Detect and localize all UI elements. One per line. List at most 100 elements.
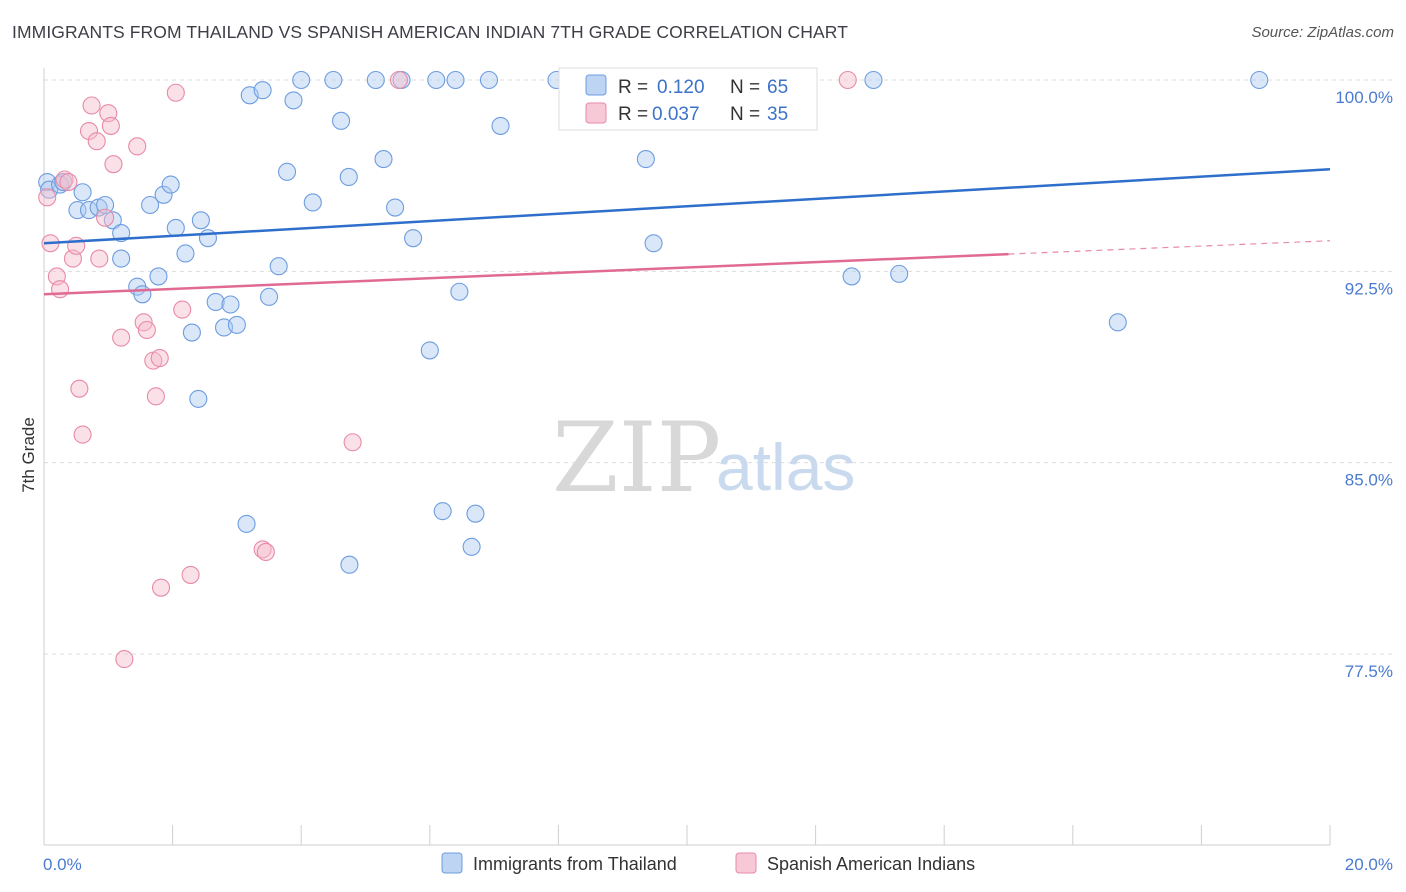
thailand-point-25 [221,295,240,314]
stats-legend: R = 0.120 N = 65 R = 0.037 N = 35 [558,67,818,131]
thailand-point-13 [133,285,152,304]
spanish-american-indians-point-34 [838,70,857,90]
legend-label-spanish-american-indians: Spanish American Indians [767,854,975,874]
thailand-point-16 [154,185,173,204]
thailand-trend-line [43,168,1331,245]
y-axis-label: 7th Grade [19,417,38,493]
source-label: Source: ZipAtlas.com [1251,24,1394,41]
spanish-american-indians-point-32 [343,433,362,452]
trend-lines [43,168,1331,296]
thailand-point-30 [269,257,288,276]
spanish-american-indians-point-22 [137,320,156,340]
legend-r-label-2: R = [618,104,648,125]
y-tick-label-0: 100.0% [1335,88,1393,107]
spanish-american-indians-trend-line-extension [1008,240,1331,255]
thailand-point-11 [112,249,131,268]
spanish-american-indians-point-24 [146,387,165,406]
legend-n-value-2: 35 [767,104,788,125]
spanish-american-indians-point-10 [79,121,99,141]
spanish-american-indians-point-29 [181,565,200,584]
thailand-point-20 [182,323,201,342]
x-tick-labels: 0.0% 20.0% [43,855,1393,874]
legend-swatch-thailand [585,74,607,96]
data-points [38,70,1269,669]
thailand-point-61 [340,555,359,574]
thailand-point-40 [386,198,405,217]
thailand-point-32 [284,91,303,110]
legend-n-label-2: N = [730,104,760,125]
thailand-point-45 [446,70,465,90]
thailand-point-48 [491,116,510,135]
spanish-american-indians-point-5 [59,172,78,192]
thailand-point-57 [1250,70,1269,90]
thailand-point-56 [1108,313,1127,332]
y-tick-label-2: 85.0% [1345,471,1393,490]
grid-lines [44,79,1396,655]
thailand-point-15 [149,267,168,286]
spanish-american-indians-point-14 [96,208,115,227]
thailand-point-19 [176,244,195,263]
y-tick-label-3: 77.5% [1345,662,1393,681]
thailand-point-55 [890,264,909,283]
spanish-american-indians-point-17 [104,155,123,174]
series-legend: Immigrants from Thailand Spanish America… [441,852,975,874]
thailand-point-53 [842,267,861,286]
thailand-point-4 [73,183,92,202]
thailand-point-51 [644,234,663,253]
thailand-point-14 [141,195,160,215]
thailand-point-1 [40,180,59,199]
thailand-point-35 [324,70,343,90]
spanish-american-indians-point-33 [389,70,408,90]
chart-title: IMMIGRANTS FROM THAILAND VS SPANISH AMER… [12,22,849,42]
thailand-point-18 [166,218,185,238]
thailand-point-10 [112,224,131,243]
thailand-point-34 [303,193,322,212]
thailand-point-31 [278,162,297,181]
thailand-point-38 [366,70,385,90]
legend-r-value-1: 0.120 [657,77,705,98]
thailand-point-42 [404,229,423,248]
watermark: ZIP atlas [552,402,855,514]
legend-r-label-1: R = [618,77,648,98]
thailand-point-64 [462,537,481,556]
spanish-american-indians-point-3 [51,280,70,299]
thailand-point-46 [450,282,469,301]
thailand-point-21 [191,211,210,230]
thailand-point-33 [292,70,311,90]
spanish-american-indians-point-12 [87,132,106,151]
thailand-point-47 [479,70,499,90]
y-tick-labels: 100.0% 92.5% 85.0% 77.5% [1335,88,1393,681]
spanish-american-indians-point-19 [115,650,134,669]
legend-r-value-2: 0.037 [652,104,700,125]
thailand-point-63 [466,504,485,523]
spanish-american-indians-point-25 [150,349,169,368]
spanish-american-indians-point-27 [166,83,185,102]
thailand-point-39 [374,150,393,169]
thailand-point-22 [198,229,218,248]
thailand-point-8 [96,195,115,215]
thailand-point-36 [332,111,351,130]
spanish-american-indians-point-0 [38,188,57,207]
thailand-point-44 [427,70,446,90]
thailand-point-26 [227,315,246,334]
legend-swatch-spanish-american-indians [585,102,607,124]
thailand-point-62 [433,502,452,521]
spanish-american-indians-point-18 [112,328,131,347]
spanish-american-indians-point-20 [128,137,147,156]
spanish-american-indians-point-11 [82,96,101,115]
spanish-american-indians-trend-line [43,252,1009,296]
legend-swatch-bottom-spanish-american-indians [735,852,757,874]
spanish-american-indians-point-9 [73,425,92,444]
x-tick-label-0: 0.0% [43,855,82,874]
watermark-zip: ZIP [552,402,721,514]
legend-label-thailand: Immigrants from Thailand [473,854,677,874]
spanish-american-indians-point-30 [253,540,272,559]
thailand-point-65 [189,389,208,408]
thailand-point-54 [864,70,883,90]
spanish-american-indians-point-31 [256,542,275,562]
thailand-point-29 [259,287,279,306]
thailand-point-60 [237,514,256,533]
legend-n-label-1: N = [730,77,760,98]
thailand-point-50 [636,150,655,169]
